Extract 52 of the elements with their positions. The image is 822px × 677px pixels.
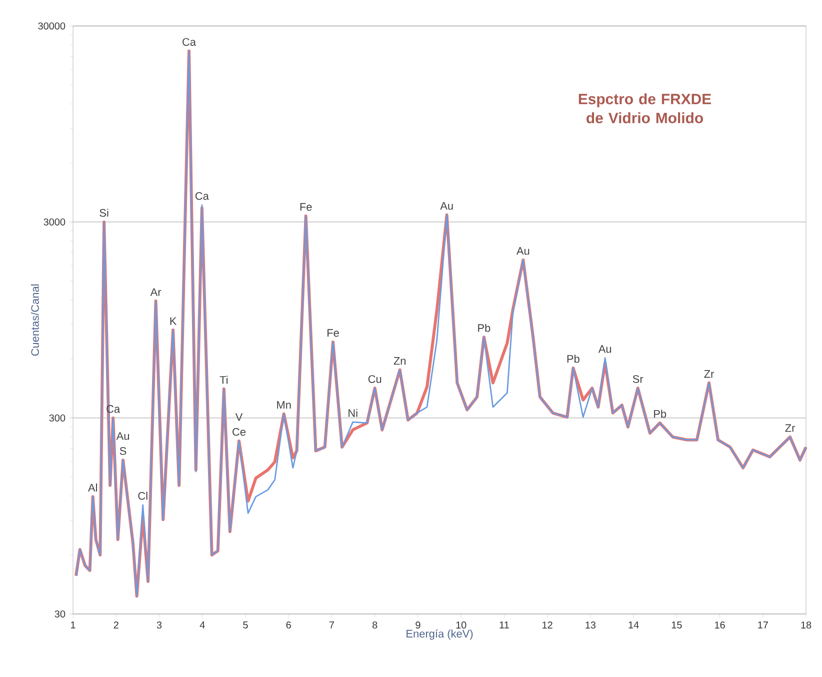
annotation: V <box>235 413 243 421</box>
y-tick-label: 300 <box>49 414 66 422</box>
y-tick-label: 30 <box>54 610 66 618</box>
annotation: Ca <box>195 192 209 200</box>
annotation: Ti <box>220 376 228 384</box>
x-tick-label: 9 <box>416 622 420 629</box>
annotation: Mn <box>277 401 291 409</box>
annotation: Zr <box>785 424 796 432</box>
x-tick-label: 15 <box>672 621 682 628</box>
annotation: Fe <box>328 329 339 337</box>
x-tick-label: 13 <box>586 622 596 629</box>
annotation: Ca <box>182 38 196 46</box>
x-tick-label: 3 <box>156 622 162 629</box>
x-tick-label: 4 <box>200 621 205 628</box>
x-tick-label: 18 <box>801 622 812 629</box>
y-tick-label: 3000 <box>44 218 66 226</box>
x-tick-label: 10 <box>456 622 466 629</box>
y-axis-title: Cuentas/Canal <box>30 284 39 356</box>
annotation: Cl <box>138 492 148 500</box>
annotation: Ce <box>232 428 246 436</box>
annotation: Fe <box>300 203 312 211</box>
x-tick-label: 6 <box>286 622 291 629</box>
text: Espctro de FRXDE de Vidrio Molido <box>578 93 711 124</box>
annotation: Pb <box>654 410 666 418</box>
x-axis-title: Energía (keV) <box>406 629 473 640</box>
annotation: Pb <box>567 354 580 363</box>
x-tick-label: 14 <box>628 621 639 628</box>
x-tick-label: 11 <box>500 621 509 628</box>
x-tick-label: 16 <box>715 622 725 629</box>
x-tick-label: 7 <box>329 621 334 628</box>
annotation: K <box>170 317 177 325</box>
annotation: Cu <box>368 375 382 383</box>
y-tick-label: 30000 <box>38 22 66 30</box>
annotation: Ar <box>150 288 162 296</box>
x-tick-label: 8 <box>372 622 378 629</box>
annotation: Sr <box>632 375 644 383</box>
annotation: S <box>120 447 126 455</box>
annotation: Pb <box>478 324 490 332</box>
annotation: Ni <box>348 408 358 417</box>
annotation: Zr <box>704 370 714 378</box>
x-tick-label: 1 <box>71 621 76 628</box>
x-tick-label: 5 <box>243 621 248 628</box>
annotation: Au <box>598 345 612 353</box>
x-tick-label: 17 <box>758 621 768 628</box>
annotation: Si <box>100 208 108 217</box>
annotation: Au <box>516 247 530 255</box>
x-tick-label: 2 <box>114 622 118 628</box>
x-tick-label: 12 <box>542 622 552 628</box>
annotation: Au <box>440 202 453 210</box>
annotation: Zn <box>394 357 406 365</box>
annotation: Al <box>88 484 97 492</box>
annotation: Au <box>116 432 129 440</box>
